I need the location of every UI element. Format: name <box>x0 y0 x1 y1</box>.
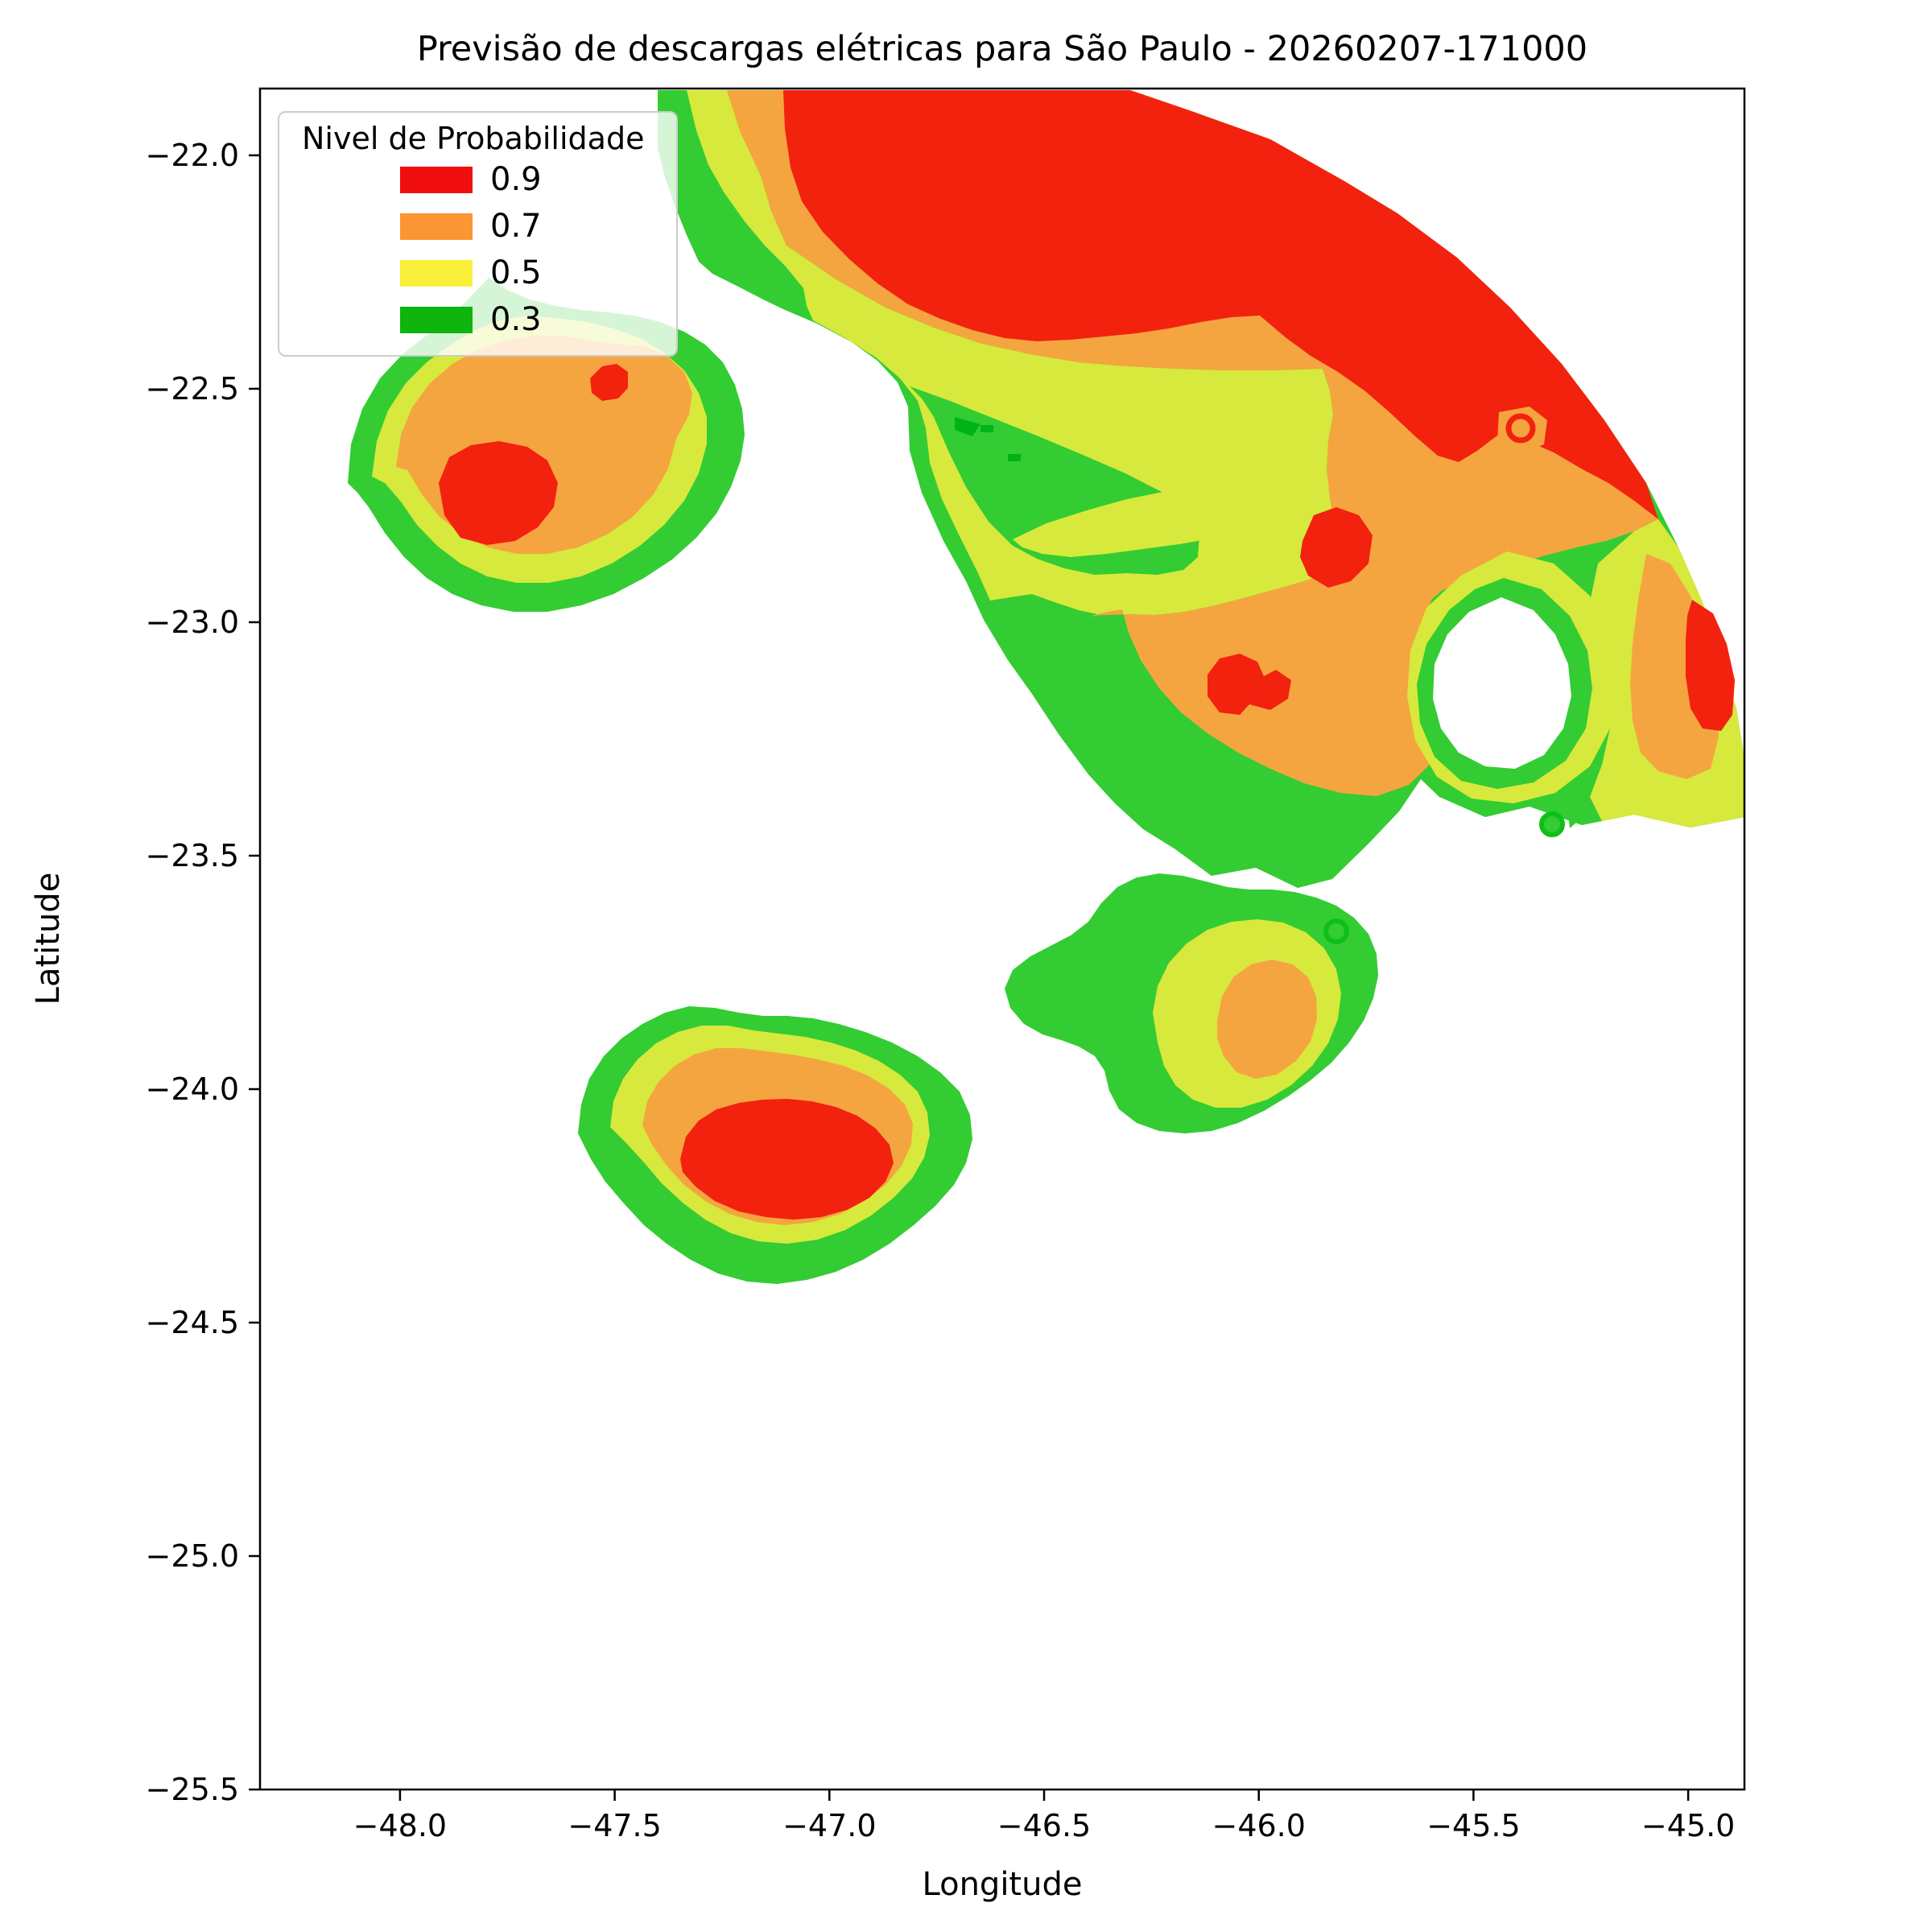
north-mass-yellow-band <box>687 90 1359 615</box>
green-ring-marker-southeast <box>1323 919 1349 944</box>
legend-swatch-yellow <box>400 259 473 287</box>
legend-label: 0.9 <box>490 161 542 198</box>
north-mass-red <box>783 90 1658 519</box>
x-tick-label: −45.5 <box>1426 1808 1520 1843</box>
south-cell-red <box>680 1099 894 1220</box>
east-edge-orange <box>1630 554 1719 779</box>
hole-white <box>1433 597 1571 769</box>
y-tick-label: −24.0 <box>146 1071 239 1107</box>
legend-entry-0.7: 0.7 <box>279 203 676 250</box>
x-tick-label: −45.0 <box>1641 1808 1735 1843</box>
legend-entry-0.5: 0.5 <box>279 250 676 296</box>
northwest-small-red <box>590 364 628 401</box>
legend-entry-0.9: 0.9 <box>279 156 676 203</box>
legend-box: Nivel de Probabilidade 0.9 0.7 0.5 0.3 <box>278 111 678 357</box>
x-axis-label: Longitude <box>922 1866 1083 1903</box>
y-axis-label: Latitude <box>30 872 67 1005</box>
east-edge-red <box>1686 600 1735 731</box>
central-yellow-tongue <box>1013 470 1330 557</box>
y-tick-label: −25.0 <box>146 1538 239 1574</box>
y-tick-label: −24.5 <box>146 1305 239 1340</box>
legend-swatch-green <box>400 306 473 333</box>
x-tick-label: −47.0 <box>782 1808 876 1843</box>
legend-label: 0.7 <box>490 208 542 245</box>
legend-swatch-orange <box>400 213 473 240</box>
legend-label: 0.5 <box>490 254 542 291</box>
green-spec-dash-2 <box>1008 454 1021 461</box>
axis-ticks: −48.0 −47.5 −47.0 −46.5 −46.0 −45.5 −45.0 −22.0… <box>146 138 1736 1843</box>
east-cell-red <box>1300 507 1373 588</box>
axes-spines <box>258 87 1746 1791</box>
green-triangle-marker <box>1567 807 1585 828</box>
page-title: Previsão de descargas elétricas para São… <box>416 29 1588 69</box>
y-tick-label: −23.0 <box>146 605 239 640</box>
y-tick-label: −22.5 <box>146 371 239 407</box>
red-ring-marker <box>1505 413 1536 444</box>
y-tick-label: −25.5 <box>146 1772 239 1807</box>
legend-entry-0.3: 0.3 <box>279 296 676 343</box>
x-tick-label: −46.0 <box>1212 1808 1305 1843</box>
x-tick-label: −47.5 <box>568 1808 661 1843</box>
green-ring-marker-east <box>1539 811 1565 837</box>
southeast-cell-orange <box>1217 960 1317 1079</box>
central-red-pair <box>1208 654 1291 715</box>
x-tick-label: −46.5 <box>997 1808 1091 1843</box>
green-spec-dash-1 <box>980 425 993 432</box>
y-tick-label: −22.0 <box>146 138 239 173</box>
legend-label: 0.3 <box>490 301 542 338</box>
legend-swatch-red <box>400 166 473 193</box>
legend-title: Nivel de Probabilidade <box>302 121 645 156</box>
x-tick-label: −48.0 <box>353 1808 447 1843</box>
northwest-cell-red <box>439 441 558 545</box>
y-tick-label: −23.5 <box>146 838 239 873</box>
contour-regions <box>348 90 1744 1284</box>
green-spec-arrow <box>955 417 980 436</box>
